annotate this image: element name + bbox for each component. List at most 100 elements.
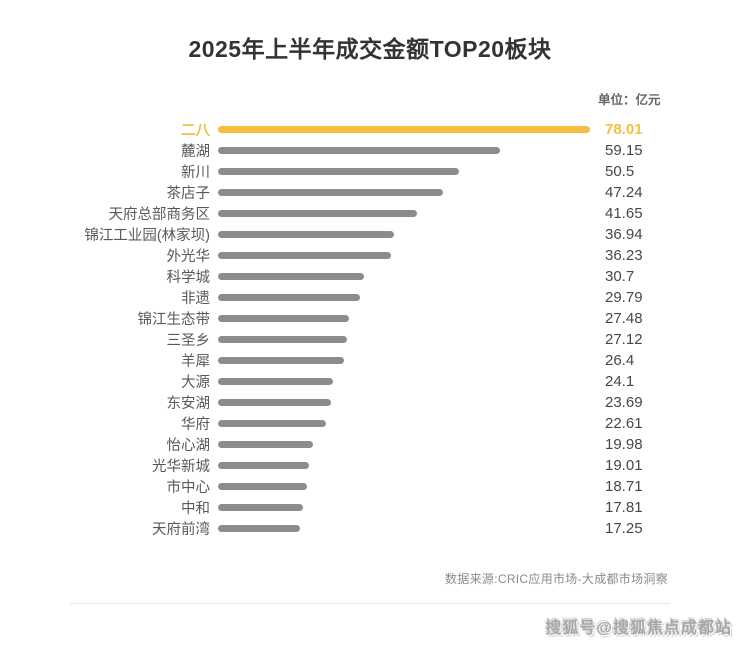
- chart-row: 羊犀 26.4: [40, 350, 700, 371]
- bar-track: [218, 231, 590, 238]
- bar: [218, 525, 301, 532]
- chart-row: 非遗 29.79: [40, 287, 700, 308]
- bar-value: 50.5: [605, 163, 635, 180]
- bar-label: 中和: [181, 501, 210, 517]
- watermark: 搜狐号@搜狐焦点成都站: [545, 620, 732, 637]
- bar: [218, 210, 417, 217]
- bar-track: [218, 504, 590, 511]
- bar-value: 29.79: [605, 289, 643, 306]
- bar-track: [218, 462, 590, 469]
- bar-track: [218, 525, 590, 532]
- bar-value: 27.48: [605, 310, 643, 327]
- bar-value: 36.94: [605, 226, 643, 243]
- chart-row: 天府前湾 17.25: [40, 518, 700, 539]
- chart-row: 科学城 30.7: [40, 266, 700, 287]
- bar-value: 41.65: [605, 205, 643, 222]
- bar: [218, 273, 365, 280]
- chart-row: 怡心湖 19.98: [40, 434, 700, 455]
- bar-value: 22.61: [605, 415, 643, 432]
- bar: [218, 504, 303, 511]
- chart-row: 锦江工业园(林家坝) 36.94: [40, 224, 700, 245]
- bar-track: [218, 273, 590, 280]
- bar-track: [218, 168, 590, 175]
- bar: [218, 147, 501, 154]
- bar-track: [218, 336, 590, 343]
- bar: [218, 336, 348, 343]
- bar-label: 科学城: [166, 270, 211, 286]
- bar-track: [218, 252, 590, 259]
- bar: [218, 462, 309, 469]
- bar-value: 17.25: [605, 520, 643, 537]
- page-title: 2025年上半年成交金额TOP20板块: [188, 36, 552, 62]
- bar: [218, 126, 590, 133]
- bar-value: 23.69: [605, 394, 643, 411]
- bar-label: 东安湖: [166, 396, 211, 412]
- bar-track: [218, 399, 590, 406]
- chart-row: 光华新城 19.01: [40, 455, 700, 476]
- bar: [218, 483, 308, 490]
- data-source-note: 数据来源:CRIC应用市场-大成都市场洞察: [445, 572, 668, 586]
- bar-track: [218, 126, 590, 133]
- bar-label: 二八: [181, 123, 210, 139]
- chart-row: 麓湖 59.15: [40, 140, 700, 161]
- bar-label: 新川: [181, 165, 210, 181]
- bar-value: 24.1: [605, 373, 635, 390]
- unit-label: 单位：亿元: [598, 93, 661, 107]
- bar-label: 天府总部商务区: [108, 207, 211, 223]
- chart-row: 东安湖 23.69: [40, 392, 700, 413]
- bar-track: [218, 420, 590, 427]
- chart-row: 外光华 36.23: [40, 245, 700, 266]
- bar-label: 锦江生态带: [137, 312, 211, 328]
- bar: [218, 294, 361, 301]
- bar-value: 26.4: [605, 352, 635, 369]
- chart-row: 三圣乡 27.12: [40, 329, 700, 350]
- bar: [218, 231, 395, 238]
- bar-value: 19.01: [605, 457, 643, 474]
- chart-row: 新川 50.5: [40, 161, 700, 182]
- bar-track: [218, 294, 590, 301]
- chart-rows: 二八 78.01 麓湖 59.15 新川 50.5 茶店子 47.24 天府总部商务区 41.65…: [40, 119, 700, 539]
- chart-row: 市中心 18.71: [40, 476, 700, 497]
- bar-track: [218, 315, 590, 322]
- bar-label: 羊犀: [181, 354, 210, 370]
- bar-label: 三圣乡: [166, 333, 211, 349]
- bar-label: 茶店子: [166, 186, 211, 202]
- chart-row: 大源 24.1: [40, 371, 700, 392]
- chart-row: 茶店子 47.24: [40, 182, 700, 203]
- bar: [218, 357, 344, 364]
- bar-value: 17.81: [605, 499, 643, 516]
- bar-track: [218, 210, 590, 217]
- bar: [218, 441, 314, 448]
- bar-value: 36.23: [605, 247, 643, 264]
- bar: [218, 189, 444, 196]
- bar: [218, 315, 350, 322]
- bar: [218, 399, 331, 406]
- bar-label: 天府前湾: [152, 522, 210, 538]
- chart-row: 锦江生态带 27.48: [40, 308, 700, 329]
- bar-label: 怡心湖: [166, 438, 211, 454]
- bar-label: 外光华: [166, 249, 211, 265]
- bar-track: [218, 357, 590, 364]
- bar-label: 光华新城: [152, 459, 210, 475]
- bar-label: 华府: [181, 417, 210, 433]
- bar: [218, 378, 333, 385]
- chart-row: 天府总部商务区 41.65: [40, 203, 700, 224]
- bar-value: 30.7: [605, 268, 635, 285]
- bar-label: 大源: [181, 375, 210, 391]
- bar-label: 非遗: [181, 291, 210, 307]
- chart-row: 中和 17.81: [40, 497, 700, 518]
- bar-value: 47.24: [605, 184, 643, 201]
- bar-track: [218, 441, 590, 448]
- chart-row: 华府 22.61: [40, 413, 700, 434]
- bar-value: 19.98: [605, 436, 643, 453]
- bar-label: 麓湖: [181, 144, 210, 160]
- bar-value: 78.01: [605, 121, 643, 138]
- bar: [218, 252, 391, 259]
- bar: [218, 420, 326, 427]
- bar-value: 27.12: [605, 331, 643, 348]
- bar-track: [218, 483, 590, 490]
- bar-label: 市中心: [166, 480, 211, 496]
- divider-line: [70, 603, 670, 604]
- bar-track: [218, 147, 590, 154]
